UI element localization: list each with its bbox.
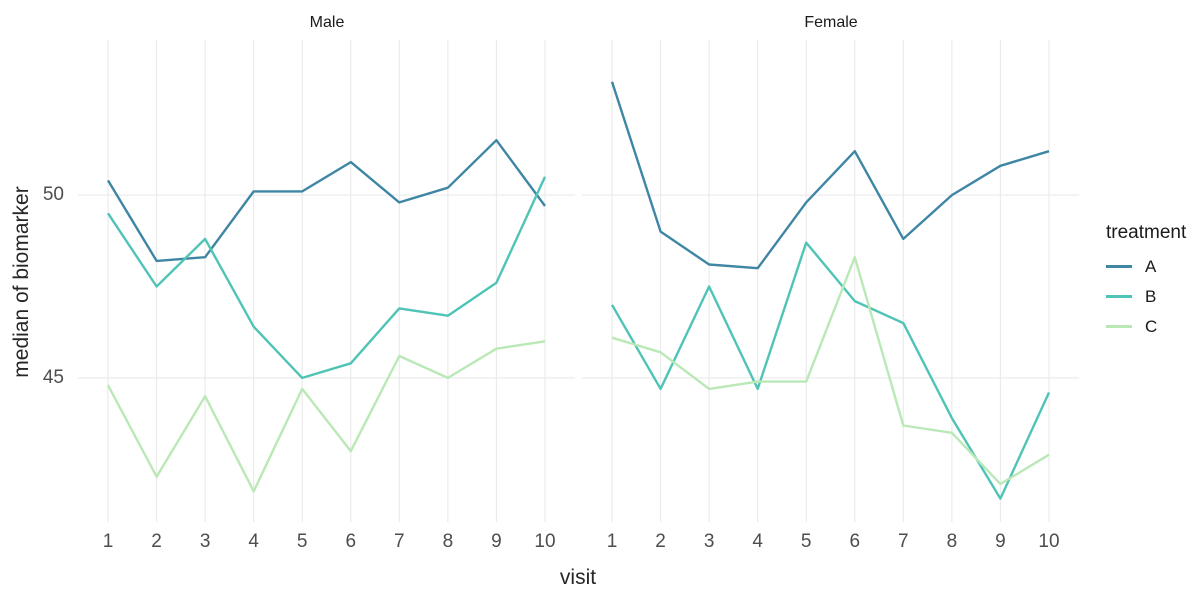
series-line-b-female — [610, 241, 1051, 500]
x-axis-tick-label: 5 — [801, 531, 812, 552]
x-axis-tick-label: 3 — [200, 531, 211, 552]
y-axis-title: median of biomarker — [10, 186, 33, 378]
legend-title: treatment — [1106, 222, 1187, 243]
x-axis-tick-label: 10 — [534, 531, 555, 552]
x-axis-tick-label: 8 — [947, 531, 958, 552]
series-line-b-male — [107, 176, 547, 380]
facet-strip-male: Male — [309, 14, 345, 31]
series-line-a-female — [610, 81, 1050, 270]
x-axis-tick-label: 2 — [655, 531, 666, 552]
x-axis-tick-label: 6 — [345, 531, 356, 552]
x-axis-tick-label: 1 — [607, 531, 618, 552]
x-axis-tick-label: 6 — [849, 531, 860, 552]
legend-key-line-c — [1106, 325, 1132, 328]
x-axis-tick-label: 2 — [151, 531, 162, 552]
x-axis-tick-label: 4 — [248, 531, 259, 552]
legend-item-label-c: C — [1145, 316, 1158, 336]
legend-item-c: C — [1106, 316, 1186, 336]
legend-item-a: A — [1106, 256, 1186, 276]
x-axis-tick-label: 9 — [491, 531, 502, 552]
series-line-a-male — [106, 138, 546, 263]
y-axis-tick-45: 45 — [42, 367, 64, 388]
x-axis-tick-label: 4 — [752, 531, 763, 552]
legend: treatment A B C — [1106, 222, 1186, 348]
series-line-c-male — [106, 340, 546, 493]
x-axis-tick-label: 1 — [103, 531, 114, 552]
legend-key-line-b — [1106, 295, 1132, 298]
x-axis-title: visit — [559, 566, 597, 589]
facet-strip-female: Female — [804, 14, 858, 31]
legend-item-label-b: B — [1145, 286, 1157, 306]
x-axis-tick-label: 9 — [995, 531, 1006, 552]
legend-item-b: B — [1106, 286, 1186, 306]
legend-item-label-a: A — [1145, 256, 1157, 276]
x-axis-tick-label: 3 — [704, 531, 715, 552]
x-axis-tick-label: 5 — [297, 531, 308, 552]
x-axis-tick-label: 10 — [1038, 531, 1059, 552]
x-axis-tick-label: 8 — [443, 531, 454, 552]
x-axis-tick-label: 7 — [898, 531, 909, 552]
y-axis-tick-50: 50 — [42, 184, 64, 205]
series-line-c-female — [611, 256, 1050, 486]
x-axis-tick-label: 7 — [394, 531, 405, 552]
legend-key-line-a — [1106, 265, 1132, 268]
